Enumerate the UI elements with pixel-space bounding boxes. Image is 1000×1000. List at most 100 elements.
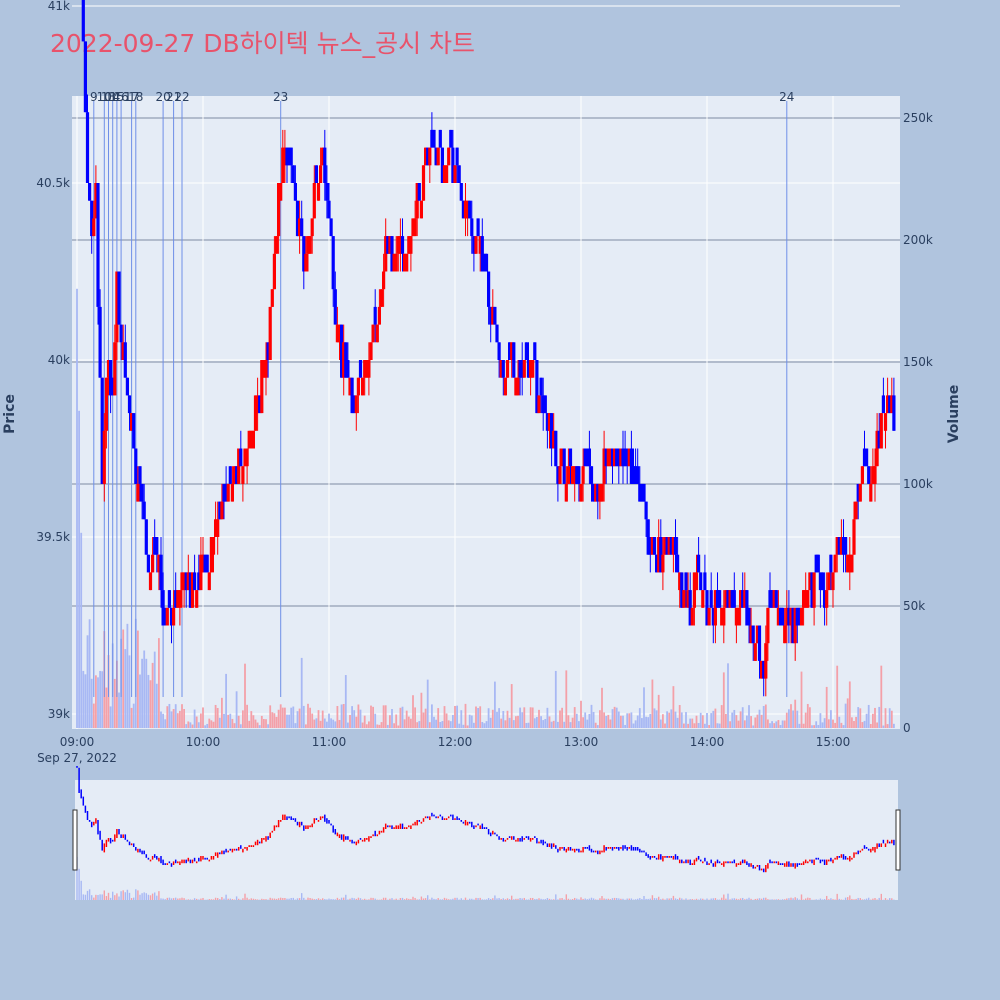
candle-body[interactable] — [442, 165, 447, 183]
candle-body[interactable] — [424, 147, 428, 166]
candle-body[interactable] — [262, 360, 266, 378]
news-marker-label[interactable]: 18 — [128, 90, 143, 104]
candle-body[interactable] — [812, 572, 816, 608]
candle-body[interactable] — [403, 253, 407, 272]
candle-body[interactable] — [369, 342, 373, 360]
candle-body[interactable] — [495, 324, 499, 343]
candle-body[interactable] — [287, 147, 291, 166]
news-marker-label[interactable]: 21 — [166, 90, 181, 104]
candle-body[interactable] — [457, 165, 461, 183]
candle-body[interactable] — [264, 360, 268, 378]
candle-body[interactable] — [589, 466, 594, 484]
candle-body[interactable] — [358, 360, 363, 378]
candle-body[interactable] — [308, 236, 312, 254]
candle-body[interactable] — [445, 165, 449, 183]
candle-body[interactable] — [329, 218, 333, 237]
candle-body[interactable] — [640, 483, 644, 502]
candle-body[interactable] — [730, 590, 734, 608]
candle-body[interactable] — [615, 448, 619, 467]
candle-body[interactable] — [417, 183, 421, 201]
candle-body[interactable] — [646, 519, 650, 555]
candle-body[interactable] — [764, 643, 768, 679]
candle-body[interactable] — [760, 660, 764, 679]
candle-body[interactable] — [342, 342, 346, 378]
candle-body[interactable] — [474, 236, 478, 254]
candle-body[interactable] — [802, 590, 806, 608]
candle-body[interactable] — [279, 183, 283, 201]
candle-body[interactable] — [354, 395, 358, 414]
candle-body[interactable] — [438, 129, 442, 148]
candle-body[interactable] — [585, 448, 589, 467]
candle-body[interactable] — [228, 466, 232, 484]
candle-body[interactable] — [293, 183, 297, 201]
candle-body[interactable] — [371, 324, 375, 343]
candle-body[interactable] — [344, 342, 348, 378]
candle-body[interactable] — [377, 306, 381, 325]
candle-body[interactable] — [888, 395, 892, 414]
candle-body[interactable] — [644, 501, 648, 520]
candle-body[interactable] — [113, 342, 117, 396]
range-slider-left-handle[interactable] — [72, 809, 78, 871]
candle-body[interactable] — [295, 200, 300, 237]
candle-body[interactable] — [390, 236, 394, 272]
candle-body[interactable] — [104, 377, 108, 431]
candle-body[interactable] — [421, 165, 426, 201]
candle-body[interactable] — [772, 590, 776, 608]
candle-body[interactable] — [806, 590, 810, 608]
candle-body[interactable] — [407, 236, 411, 254]
candle-body[interactable] — [291, 165, 295, 183]
candle-body[interactable] — [627, 448, 631, 467]
candle-body[interactable] — [81, 0, 85, 42]
candle-body[interactable] — [356, 377, 360, 396]
candle-body[interactable] — [340, 324, 344, 378]
candle-body[interactable] — [373, 306, 377, 325]
candle-body[interactable] — [274, 236, 279, 254]
candle-body[interactable] — [827, 572, 831, 591]
candle-body[interactable] — [184, 572, 188, 591]
candle-body[interactable] — [350, 377, 354, 414]
candle-body[interactable] — [543, 395, 547, 414]
candle-body[interactable] — [623, 448, 627, 467]
candle-body[interactable] — [260, 360, 264, 414]
candle-body[interactable] — [190, 572, 195, 608]
candle-body[interactable] — [117, 271, 121, 325]
candle-body[interactable] — [384, 236, 388, 272]
candle-body[interactable] — [449, 129, 453, 148]
candle-body[interactable] — [430, 129, 434, 148]
candle-body[interactable] — [432, 129, 436, 148]
candle-body[interactable] — [886, 395, 890, 414]
candle-body[interactable] — [539, 377, 543, 396]
candle-body[interactable] — [321, 147, 325, 166]
candle-body[interactable] — [144, 519, 148, 555]
candle-body[interactable] — [625, 448, 629, 467]
candle-body[interactable] — [180, 572, 184, 591]
candle-body[interactable] — [741, 590, 745, 608]
candle-body[interactable] — [239, 448, 243, 467]
candle-body[interactable] — [634, 466, 638, 484]
candle-body[interactable] — [655, 554, 659, 573]
candle-body[interactable] — [577, 466, 581, 484]
candle-body[interactable] — [825, 590, 829, 608]
candle-body[interactable] — [277, 183, 281, 237]
candle-body[interactable] — [109, 360, 113, 396]
candle-body[interactable] — [123, 342, 127, 378]
news-marker-label[interactable]: 24 — [779, 90, 794, 104]
candle-body[interactable] — [327, 200, 331, 219]
candle-body[interactable] — [724, 590, 728, 608]
news-marker-label[interactable]: 14 — [105, 90, 120, 104]
candle-body[interactable] — [115, 271, 119, 343]
candle-body[interactable] — [409, 236, 413, 254]
news-marker-label[interactable]: 16 — [113, 90, 128, 104]
candle-body[interactable] — [363, 360, 367, 378]
candle-body[interactable] — [375, 324, 379, 343]
candle-body[interactable] — [701, 590, 705, 608]
candle-body[interactable] — [762, 660, 766, 679]
candle-body[interactable] — [823, 590, 827, 608]
candle-body[interactable] — [489, 306, 493, 325]
candle-body[interactable] — [869, 483, 873, 502]
news-marker-label[interactable]: 10 — [97, 90, 112, 104]
candle-body[interactable] — [333, 289, 337, 325]
candle-body[interactable] — [545, 413, 549, 431]
candle-body[interactable] — [860, 466, 864, 484]
candle-body[interactable] — [610, 448, 615, 467]
